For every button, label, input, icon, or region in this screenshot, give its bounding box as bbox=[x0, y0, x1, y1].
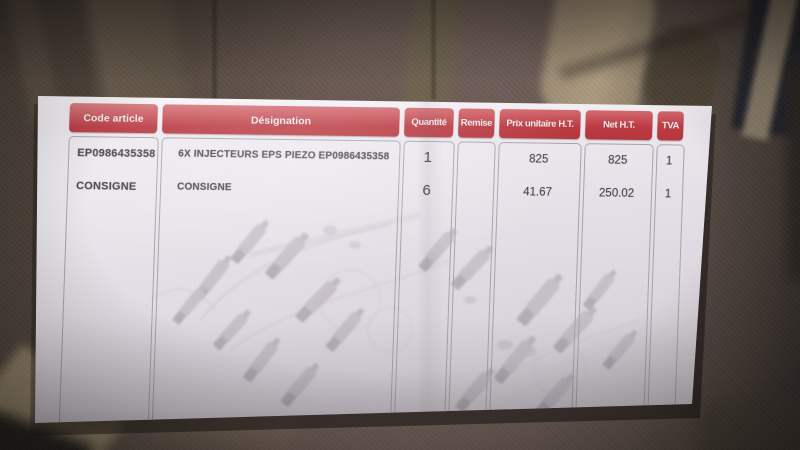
column-header-net: Net H.T. bbox=[584, 110, 653, 141]
fuel-injectors-watermark bbox=[149, 212, 641, 418]
fabric-leaf-pattern bbox=[741, 0, 800, 141]
cell-row1-quantity: 1 bbox=[423, 148, 433, 167]
column-header-code-article: Code article bbox=[68, 103, 158, 134]
fabric-shadow-edge bbox=[788, 60, 800, 280]
cell-row2-unit-price: 41.67 bbox=[522, 186, 553, 199]
column-header-tva: TVA bbox=[656, 111, 684, 141]
fabric-seam bbox=[432, 0, 435, 100]
fabric-dark-patch bbox=[730, 0, 800, 140]
column-header-designation: Désignation bbox=[161, 104, 400, 137]
fabric-crease bbox=[558, 0, 800, 80]
fabric-shadow bbox=[700, 400, 800, 450]
fabric-seam bbox=[213, 0, 216, 100]
cell-row2-net: 250.02 bbox=[598, 187, 635, 200]
column-header-quantite: Quantité bbox=[403, 107, 454, 138]
invoice-table: Code article Désignation Quantité Remise… bbox=[58, 103, 689, 423]
cell-row1-remise bbox=[457, 146, 494, 170]
cell-row2-code: CONSIGNE bbox=[75, 180, 137, 193]
cell-row1-code: EP0986435358 bbox=[77, 147, 156, 161]
cell-row1-designation: 6X INJECTEURS EPS PIEZO EP0986435358 bbox=[178, 148, 390, 163]
cell-row2-quantity: 6 bbox=[422, 181, 432, 200]
cell-row2-tva: 1 bbox=[664, 188, 672, 201]
cell-row2-remise bbox=[456, 179, 493, 203]
column-header-remise: Remise bbox=[457, 108, 495, 138]
cell-row1-net: 825 bbox=[607, 154, 628, 167]
invoice-paper: Code article Désignation Quantité Remise… bbox=[35, 96, 712, 423]
cell-row1-unit-price: 825 bbox=[528, 153, 549, 166]
cell-row2-designation: CONSIGNE bbox=[176, 181, 232, 194]
column-header-prix-unitaire: Prix unitaire H.T. bbox=[498, 109, 581, 140]
cell-row1-tva: 1 bbox=[665, 155, 673, 168]
